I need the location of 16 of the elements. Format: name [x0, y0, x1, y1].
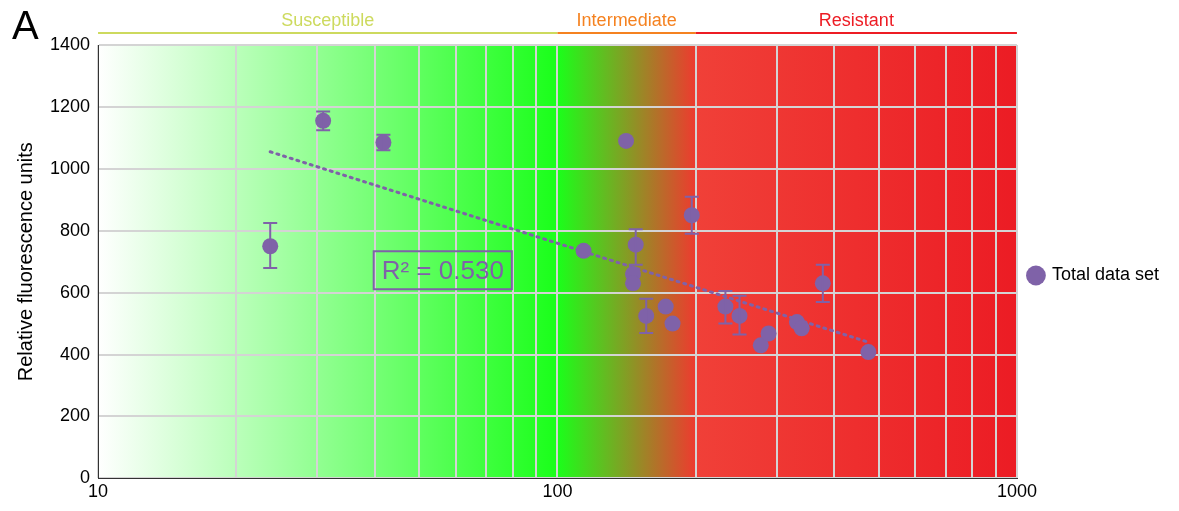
y-tick-label: 400 [60, 343, 91, 364]
x-tick-label: 10 [88, 481, 109, 502]
y-tick-label: 600 [60, 281, 91, 302]
y-tick-label: 1400 [50, 33, 91, 54]
y-axis-title: Relative fluorescence units [13, 142, 36, 382]
x-tick-label: 1000 [996, 481, 1037, 502]
band-label: Intermediate [576, 9, 677, 30]
x-tick-label: 100 [542, 481, 573, 502]
y-tick-label: 1200 [50, 95, 91, 116]
text: A [12, 3, 39, 48]
y-tick-label: 800 [60, 219, 91, 240]
band-label: Resistant [818, 9, 894, 30]
band-label: Susceptible [281, 9, 375, 30]
y-tick-label: 1000 [50, 157, 91, 178]
y-tick-label: 200 [60, 405, 91, 426]
legend-label: Total data set [1051, 264, 1160, 285]
